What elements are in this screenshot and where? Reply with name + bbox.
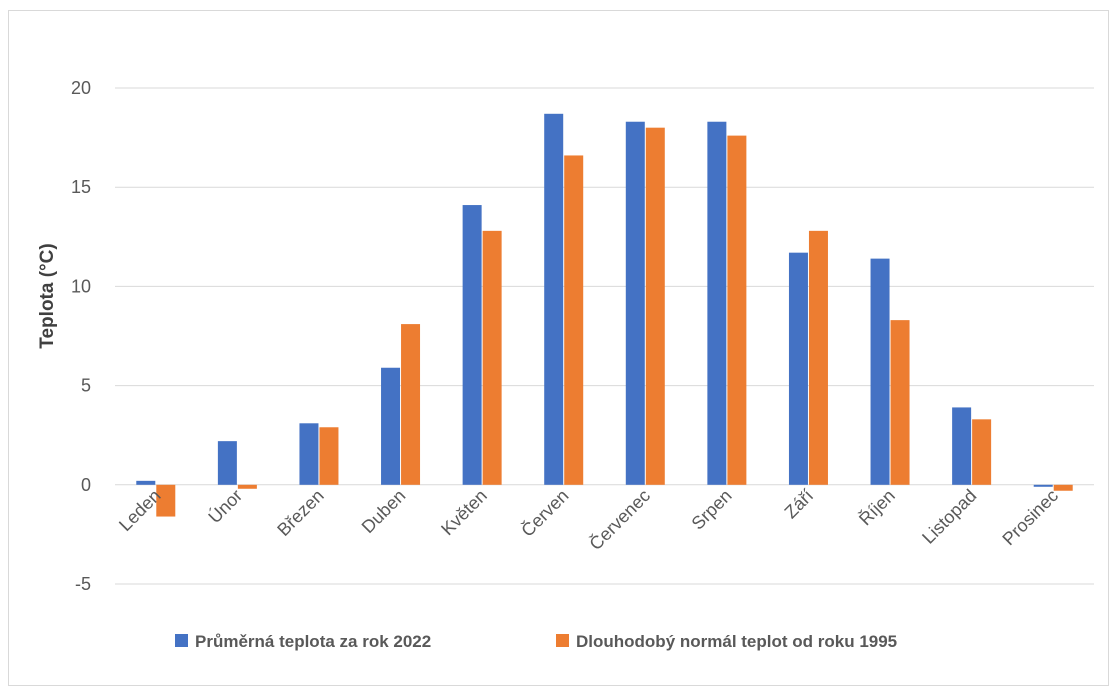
legend-label: Průměrná teplota za rok 2022 (195, 632, 431, 651)
bar-series2 (1053, 484, 1073, 491)
x-category-label: Listopad (918, 485, 980, 547)
bar-series2 (319, 427, 339, 485)
bar-series1 (707, 121, 727, 485)
bar-series2 (890, 320, 910, 485)
bar-series2 (482, 230, 502, 485)
y-tick-label: 15 (71, 177, 91, 197)
x-category-label: Duben (358, 485, 410, 537)
y-axis-ticks: -5 0 5 10 15 20 (71, 78, 91, 594)
legend: Průměrná teplota za rok 2022 Dlouhodobý n… (175, 632, 897, 651)
legend-swatch (556, 634, 569, 647)
bar-series2 (808, 230, 828, 485)
bar-series1 (544, 113, 564, 485)
bar-series2 (156, 484, 176, 517)
x-category-label: Červenec (585, 485, 654, 554)
bar-series2 (727, 135, 747, 485)
bar-series1 (136, 480, 156, 485)
gridlines (115, 87, 1094, 585)
bar-series1 (870, 258, 890, 485)
bar-series1 (952, 407, 972, 485)
y-tick-label: 10 (71, 276, 91, 296)
x-category-label: Červen (517, 485, 573, 541)
bar-series2 (972, 419, 992, 485)
bar-series2 (564, 155, 584, 485)
y-tick-label: 0 (81, 475, 91, 495)
x-category-label: Květen (437, 485, 491, 539)
bar-series1 (1033, 484, 1053, 487)
chart-area: -5 0 5 10 15 20 Leden Únor Březen Duben Květen Čer… (8, 10, 1109, 686)
x-category-label: Září (781, 485, 818, 522)
bar-series2 (237, 484, 257, 489)
x-category-label: Březen (273, 485, 327, 539)
bar-series1 (625, 121, 645, 485)
bar-series2 (645, 127, 665, 485)
bar-series1 (462, 205, 482, 485)
y-axis-title: Teplota (°C) (37, 243, 58, 348)
bar-series1 (381, 367, 401, 485)
x-category-label: Říjen (855, 485, 899, 529)
bars (136, 113, 1073, 517)
x-axis-labels: Leden Únor Březen Duben Květen Červen Červenec… (115, 485, 1062, 554)
bar-series1 (788, 252, 808, 485)
legend-label: Dlouhodobý normál teplot od roku 1995 (576, 632, 897, 651)
bar-series1 (217, 441, 237, 485)
y-tick-label: 20 (71, 78, 91, 98)
bar-series2 (401, 324, 421, 485)
y-tick-label: 5 (81, 376, 91, 396)
legend-swatch (175, 634, 188, 647)
x-category-label: Prosinec (998, 485, 1062, 549)
x-category-label: Únor (204, 485, 246, 527)
x-category-label: Srpen (688, 485, 736, 533)
y-tick-label: -5 (75, 574, 91, 594)
bar-series1 (299, 423, 319, 485)
